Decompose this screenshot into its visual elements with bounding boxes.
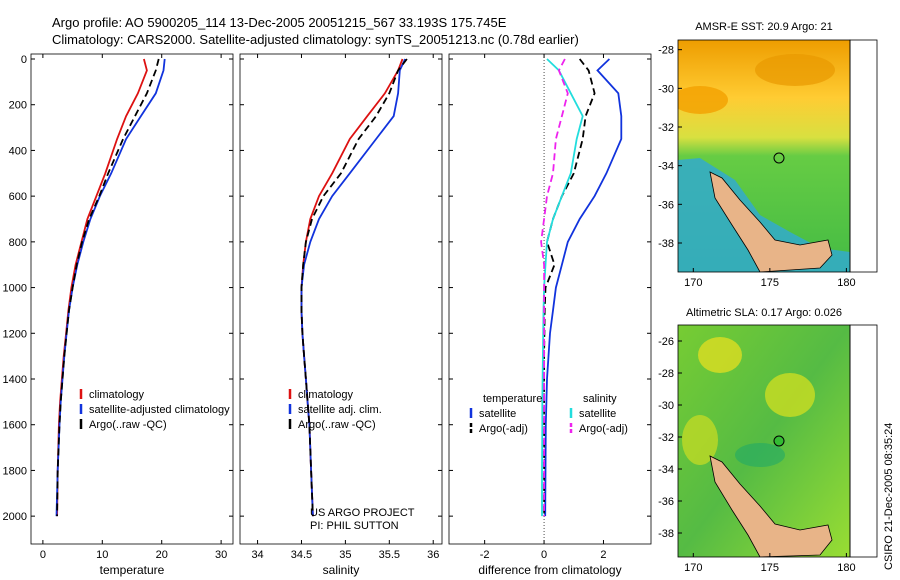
new-zealand-land — [709, 455, 833, 557]
argo-position-marker — [773, 152, 785, 164]
sst-warm-patch — [678, 86, 728, 114]
sst-map-extent — [849, 39, 878, 273]
legend-label: satellite — [479, 408, 516, 420]
sla-map-extent — [849, 324, 878, 558]
map-x-tick-label: 180 — [837, 277, 855, 289]
temperature-profile-panel: 0 200 400 600 800 1000 1200 1400 1600 1800 2000 0 10… — [3, 53, 234, 577]
x-tick-label: 35.5 — [379, 549, 400, 561]
x-tick-label: 35 — [339, 549, 351, 561]
series-line-magenta — [540, 58, 569, 517]
y-tick-label: 1800 — [3, 465, 27, 477]
map-y-tick-label: -34 — [658, 464, 674, 476]
x-axis-label: salinity — [323, 563, 360, 577]
series-line-red — [300, 58, 404, 517]
y-tick-label: 0 — [21, 54, 27, 66]
legend-label: satellite-adjusted climatology — [89, 404, 230, 416]
legend-label: Argo(-adj) — [579, 423, 628, 435]
map-y-tick-label: -30 — [658, 83, 674, 95]
map-y-tick-label: -38 — [658, 528, 674, 540]
argo-position-marker — [773, 435, 785, 447]
series-line-blue — [300, 58, 406, 517]
panel-frame — [30, 53, 234, 545]
panel-frame — [239, 53, 443, 545]
footer-credit: CSIRO 21-Dec-2005 08:35:24 — [883, 423, 895, 570]
map-x-tick-label: 175 — [761, 277, 779, 289]
map-y-tick-label: -36 — [658, 199, 674, 211]
x-tick-label: 0 — [541, 549, 547, 561]
y-tick-label: 1200 — [3, 328, 27, 340]
sla-high-patch — [682, 415, 718, 465]
legend-label: Argo(-adj) — [479, 423, 528, 435]
map-x-tick-label: 170 — [684, 277, 702, 289]
y-tick-label: 1000 — [3, 283, 27, 295]
sla-map-panel: Altimetric SLA: 0.17 Argo: 0.026 170 175 1… — [658, 307, 878, 574]
x-tick-label: 34 — [251, 549, 263, 561]
y-tick-label: 1400 — [3, 374, 27, 386]
map-x-tick-label: 175 — [761, 562, 779, 574]
x-tick-label: 20 — [156, 549, 168, 561]
y-tick-label: 800 — [9, 237, 27, 249]
map-y-tick-label: -30 — [658, 400, 674, 412]
sst-map-title: AMSR-E SST: 20.9 Argo: 21 — [695, 21, 833, 33]
sla-map-title: Altimetric SLA: 0.17 Argo: 0.026 — [686, 307, 842, 319]
map-y-tick-label: -32 — [658, 432, 674, 444]
x-tick-label: -2 — [480, 549, 490, 561]
series-line-blue — [544, 58, 623, 517]
x-tick-label: 36 — [427, 549, 439, 561]
sla-high-patch — [698, 337, 742, 373]
y-tick-label: 1600 — [3, 420, 27, 432]
x-tick-label: 10 — [96, 549, 108, 561]
series-line-black — [543, 58, 596, 517]
sst-map-panel: AMSR-E SST: 20.9 Argo: 21 170 175 180 -28 -3… — [658, 21, 878, 289]
map-x-tick-label: 170 — [684, 562, 702, 574]
legend-label: climatology — [298, 389, 354, 401]
panel-frame — [448, 53, 652, 545]
y-tick-label: 200 — [9, 100, 27, 112]
sla-low-patch — [735, 443, 785, 467]
map-x-tick-label: 180 — [837, 562, 855, 574]
legend-label: temperature — [483, 393, 542, 405]
series-line-black — [56, 58, 160, 517]
legend-label: satellite adj. clim. — [298, 404, 382, 416]
map-y-tick-label: -28 — [658, 368, 674, 380]
sst-warm-patch — [755, 54, 835, 86]
legend-label: salinity — [583, 393, 617, 405]
map-y-tick-label: -36 — [658, 496, 674, 508]
map-y-tick-label: -34 — [658, 161, 674, 173]
x-tick-label: 2 — [600, 549, 606, 561]
map-y-tick-label: -38 — [658, 238, 674, 250]
difference-profile-panel: -2 0 2 difference from climatology temperatu… — [448, 53, 652, 577]
annotation-text: PI: PHIL SUTTON — [310, 520, 399, 532]
legend-label: Argo(..raw -QC) — [89, 419, 167, 431]
map-y-tick-label: -32 — [658, 122, 674, 134]
y-tick-label: 2000 — [3, 511, 27, 523]
map-y-tick-label: -26 — [658, 336, 674, 348]
header-line1: Argo profile: AO 5900205_114 13-Dec-2005… — [52, 15, 507, 30]
x-tick-label: 30 — [215, 549, 227, 561]
x-tick-label: 34.5 — [291, 549, 312, 561]
map-y-tick-label: -28 — [658, 45, 674, 57]
salinity-profile-panel: 34 34.5 35 35.5 36 salinity climatology satelli… — [239, 53, 443, 577]
x-tick-label: 0 — [40, 549, 46, 561]
legend-label: Argo(..raw -QC) — [298, 419, 376, 431]
sla-high-patch — [765, 373, 815, 417]
x-axis-label: difference from climatology — [478, 563, 621, 577]
y-tick-label: 600 — [9, 191, 27, 203]
annotation-text: US ARGO PROJECT — [310, 507, 415, 519]
legend-label: satellite — [579, 408, 616, 420]
series-line-cyan — [541, 58, 584, 517]
header-line2: Climatology: CARS2000. Satellite-adjuste… — [52, 32, 579, 47]
y-tick-label: 400 — [9, 145, 27, 157]
legend-label: climatology — [89, 389, 145, 401]
new-zealand-land — [709, 171, 833, 272]
x-axis-label: temperature — [100, 563, 165, 577]
series-line-black — [300, 58, 408, 517]
